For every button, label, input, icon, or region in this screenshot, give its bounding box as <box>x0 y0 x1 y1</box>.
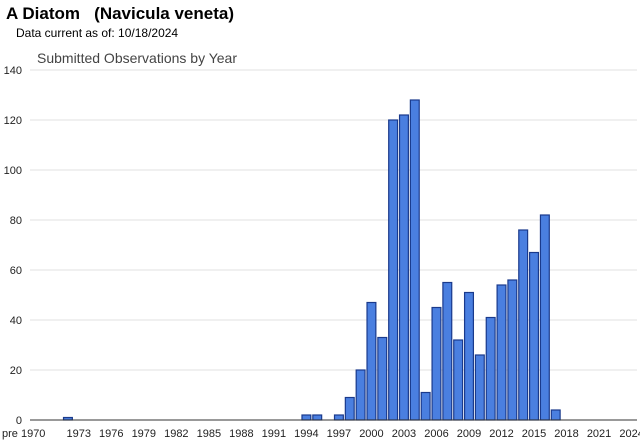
x-tick-label: 1994 <box>294 428 318 440</box>
bar-2010 <box>474 354 485 421</box>
x-tick-label: 2006 <box>424 428 448 440</box>
bar-2016 <box>539 214 550 421</box>
x-tick-label: 1976 <box>99 428 123 440</box>
y-tick-label: 20 <box>10 365 22 377</box>
bar-2006 <box>431 306 442 421</box>
x-tick-label: 2012 <box>489 428 513 440</box>
x-tick-label: 2018 <box>554 428 578 440</box>
species-title: A Diatom (Navicula veneta) <box>6 4 234 23</box>
bar-2013 <box>507 279 518 421</box>
x-tick-label: 2024 <box>619 428 640 440</box>
bar-2002 <box>388 119 399 421</box>
bar-2007 <box>442 281 453 421</box>
bar-2004 <box>409 99 420 421</box>
x-tick-label: 1979 <box>132 428 156 440</box>
y-tick-label: 80 <box>10 215 22 227</box>
data-date: Data current as of: 10/18/2024 <box>16 26 179 40</box>
bar-1994 <box>301 414 312 421</box>
y-tick-label: 140 <box>4 65 22 77</box>
y-tick-label: 60 <box>10 265 22 277</box>
chart-title: Submitted Observations by Year <box>37 50 237 66</box>
x-tick-label: 2021 <box>587 428 611 440</box>
bar-2000 <box>366 301 377 421</box>
y-tick-label: 120 <box>4 115 22 127</box>
bar-2015 <box>529 251 540 421</box>
bar-1995 <box>312 414 323 421</box>
x-tick-label: 2000 <box>359 428 383 440</box>
x-tick-label: 2003 <box>392 428 416 440</box>
x-tick-label: pre 1970 <box>2 428 45 440</box>
bar-1997 <box>333 414 344 421</box>
bar-2017 <box>550 409 561 421</box>
x-tick-label: 2015 <box>522 428 546 440</box>
x-tick-label: 1973 <box>67 428 91 440</box>
bar-2011 <box>485 316 496 421</box>
bar-2005 <box>420 391 431 421</box>
bar-2003 <box>398 114 409 421</box>
x-tick-label: 1991 <box>262 428 286 440</box>
x-tick-label: 1988 <box>229 428 253 440</box>
x-tick-label: 2009 <box>457 428 481 440</box>
bar-2012 <box>496 284 507 421</box>
y-tick-label: 0 <box>16 415 22 427</box>
bar-2014 <box>518 229 529 421</box>
x-tick-label: 1985 <box>197 428 221 440</box>
bar-2001 <box>377 336 388 421</box>
bar-2009 <box>463 291 475 421</box>
bar-1998 <box>344 396 355 421</box>
x-tick-label: 1982 <box>164 428 188 440</box>
bar-2008 <box>453 339 464 421</box>
y-tick-label: 100 <box>4 165 22 177</box>
y-tick-label: 40 <box>10 315 22 327</box>
bar-1999 <box>355 369 366 421</box>
x-tick-label: 1997 <box>327 428 351 440</box>
